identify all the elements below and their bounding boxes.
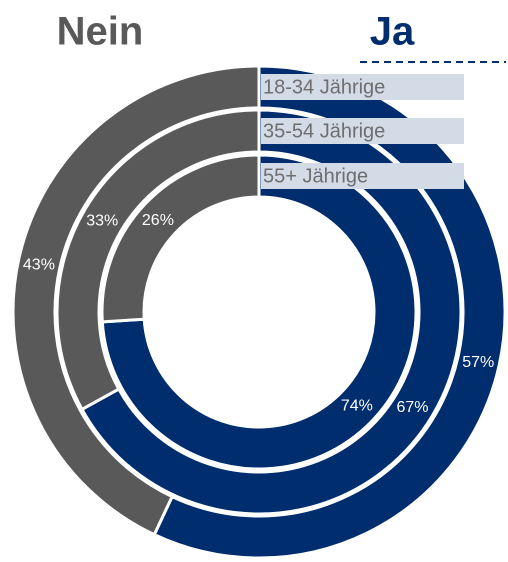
category-label-box — [261, 163, 464, 189]
category-label: 55+ Jährige — [263, 165, 368, 187]
donut-segment — [55, 108, 261, 412]
donut-segment — [11, 64, 261, 537]
category-label: 35-54 Jährige — [263, 120, 385, 142]
category-label: 18-34 Jährige — [263, 76, 385, 98]
data-label: 74% — [341, 398, 373, 415]
data-label: 33% — [86, 213, 118, 230]
donut-segment — [100, 153, 261, 324]
category-label-box — [261, 74, 464, 100]
data-label: 43% — [23, 256, 55, 273]
category-label-box — [261, 118, 464, 144]
donut-segment — [79, 108, 463, 516]
donut-segment — [100, 153, 418, 471]
legend-label: Nein — [57, 10, 144, 54]
legend-label: Ja — [370, 10, 415, 54]
data-label: 26% — [142, 212, 174, 229]
data-label: 57% — [462, 354, 494, 371]
donut-segment — [152, 64, 507, 560]
data-label: 67% — [396, 399, 428, 416]
